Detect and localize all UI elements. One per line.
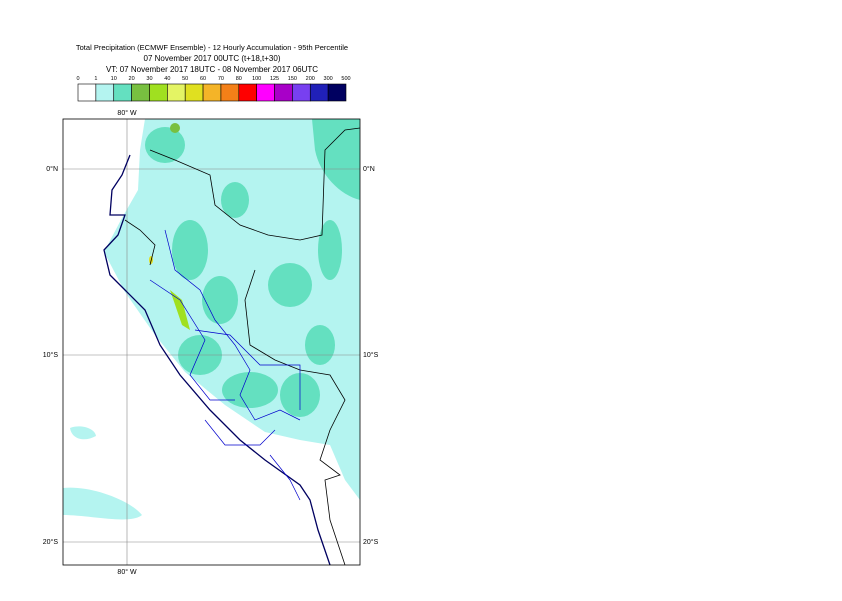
- lat-label: 10°S: [43, 351, 59, 359]
- legend-label: 1: [94, 76, 97, 82]
- legend-label: 50: [182, 76, 188, 82]
- legend-label: 20: [129, 76, 135, 82]
- legend: 0 1 10 20 30 40 50 60 70 80 100 125 150 200 300 500: [76, 76, 351, 102]
- legend-swatch: [220, 83, 240, 102]
- border: [149, 127, 361, 241]
- lat-label: 0°N: [46, 165, 58, 173]
- legend-swatch: [149, 83, 168, 102]
- legend-swatch: [131, 83, 150, 102]
- legend-swatch: [167, 83, 186, 102]
- legend-swatch: [113, 83, 132, 102]
- title: Total Precipitation (ECMWF Ensemble) - 1…: [76, 43, 348, 74]
- map-labels: 80° W 80° W 0°N 10°S 20°S 0°N 10°S 20°S: [43, 109, 379, 576]
- legend-label: 150: [288, 76, 297, 82]
- title-line: Total Precipitation (ECMWF Ensemble) - 1…: [76, 43, 348, 52]
- lon-label: 80° W: [117, 568, 137, 576]
- legend-swatch: [274, 83, 293, 102]
- lat-label: 10°S: [363, 351, 379, 359]
- legend-label: 60: [200, 76, 206, 82]
- legend-swatch: [327, 83, 347, 102]
- legend-swatch: [184, 83, 204, 102]
- lat-label: 0°N: [363, 165, 375, 173]
- map-frame: [62, 118, 361, 566]
- legend-swatch: [202, 83, 222, 102]
- title-line: VT: 07 November 2017 18UTC - 08 November…: [106, 65, 318, 74]
- legend-swatch: [309, 83, 329, 102]
- legend-label: 10: [111, 76, 117, 82]
- legend-label: 0: [76, 76, 79, 82]
- legend-swatch: [95, 83, 115, 102]
- legend-label: 300: [324, 76, 333, 82]
- region-borders: [149, 229, 301, 501]
- legend-label: 80: [236, 76, 242, 82]
- lat-label: 20°S: [363, 538, 379, 546]
- grid: [63, 119, 360, 565]
- border: [124, 219, 156, 266]
- legend-label: 30: [146, 76, 152, 82]
- lat-label: 20°S: [43, 538, 59, 546]
- legend-swatch: [238, 83, 257, 102]
- map: 80° W 80° W 0°N 10°S 20°S 0°N 10°S 20°S: [43, 109, 379, 576]
- precip-area-heavy: [145, 119, 360, 417]
- coastline: [103, 154, 331, 566]
- legend-label: 70: [218, 76, 224, 82]
- legend-label: 100: [252, 76, 261, 82]
- legend-label: 125: [270, 76, 279, 82]
- legend-swatch: [256, 83, 275, 102]
- legend-label: 500: [341, 76, 350, 82]
- legend-swatch: [77, 83, 97, 102]
- title-line: 07 November 2017 00UTC (t+18,t+30): [144, 54, 281, 63]
- precip-area-peak: [170, 123, 180, 133]
- border: [244, 269, 346, 566]
- precip-area-peak: [170, 290, 190, 330]
- legend-label: 40: [164, 76, 170, 82]
- lon-label: 80° W: [117, 109, 137, 117]
- legend-label: 200: [306, 76, 315, 82]
- legend-swatch: [292, 83, 311, 102]
- precip-area: [63, 426, 142, 520]
